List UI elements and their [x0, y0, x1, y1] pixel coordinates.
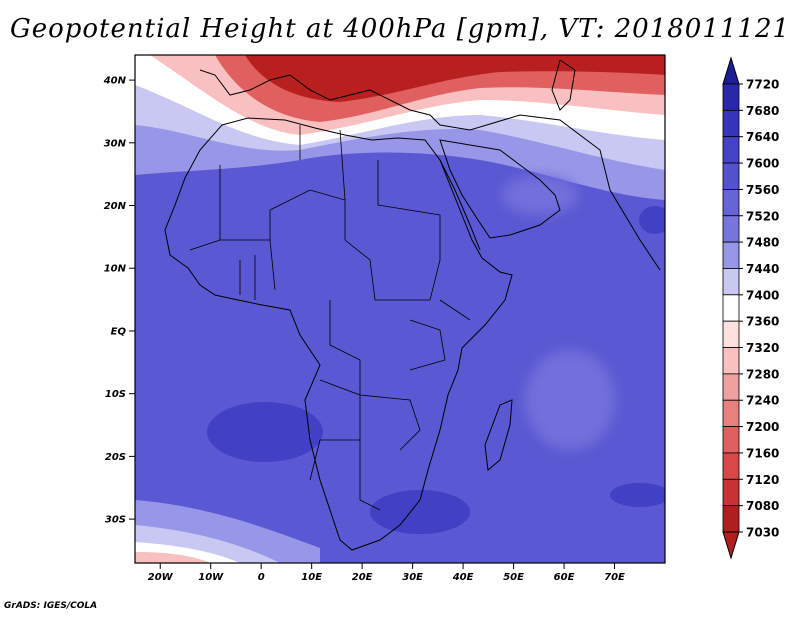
colorbar-level-label: 7280 — [746, 367, 779, 381]
colorbar-level-label: 7320 — [746, 341, 779, 355]
lat-tick-label: 10N — [104, 264, 127, 275]
lon-tick-label: 60E — [554, 572, 575, 583]
field-high-indian — [610, 483, 665, 507]
colorbar-swatch — [722, 136, 740, 164]
colorbar-level-label: 7440 — [746, 262, 779, 276]
red-sea — [439, 159, 481, 251]
madagascar-outline — [484, 399, 513, 471]
colorbar-swatch — [722, 347, 740, 375]
europe-coastline — [199, 69, 661, 271]
africa-coastline — [164, 117, 513, 551]
colorbar-level-label: 7600 — [746, 157, 779, 171]
colorbar-level-label: 7400 — [746, 288, 779, 302]
lon-tick-label: 20E — [352, 572, 373, 583]
lat-tick-label: 20S — [105, 452, 126, 463]
field-high-south-africa — [370, 490, 470, 534]
colorbar-swatch — [722, 478, 740, 507]
map-title: Geopotential Height at 400hPa [gpm], VT:… — [9, 14, 791, 44]
lat-tick-label: 40N — [103, 76, 127, 87]
latitude-axis: 40N 30N 20N 10N EQ 10S 20S 30S — [103, 76, 135, 526]
lon-tick-label: 30E — [402, 572, 423, 583]
lat-tick-label: 30N — [104, 138, 127, 149]
colorbar-swatch — [722, 399, 740, 427]
lon-tick-label: 20W — [148, 572, 174, 583]
colorbar-swatch — [722, 320, 740, 348]
field-south-pink — [135, 552, 210, 563]
colorbar-level-label: 7360 — [746, 315, 779, 329]
colorbar-swatch — [722, 189, 740, 217]
colorbar-level-label: 7200 — [746, 420, 779, 434]
arabia-coastline — [439, 139, 561, 239]
height-field — [135, 55, 665, 563]
field-band-darkred — [230, 55, 665, 102]
colorbar-level-label: 7520 — [746, 209, 779, 223]
lon-tick-label: 70E — [604, 572, 625, 583]
lat-tick-label: 10S — [105, 389, 126, 400]
colorbar-level-label: 7720 — [746, 78, 779, 92]
colorbar-swatch — [722, 83, 740, 111]
colorbar-level-label: 7480 — [746, 236, 779, 250]
lon-tick-label: 10W — [198, 572, 224, 583]
country-borders — [189, 125, 471, 511]
colorbar-level-label: 7640 — [746, 130, 779, 144]
colorbar-swatch — [722, 215, 740, 243]
field-patch-arabia — [502, 175, 578, 215]
colorbar-level-label: 7120 — [746, 473, 779, 487]
colorbar-swatch — [722, 241, 740, 269]
lon-tick-label: 0 — [258, 572, 265, 583]
caspian-outline — [551, 59, 576, 111]
colorbar-swatch — [722, 505, 740, 533]
colorbar-swatch — [722, 162, 740, 190]
colorbar-level-label: 7030 — [746, 526, 779, 540]
lat-tick-label: EQ — [111, 326, 127, 337]
colorbar-level-label: 7560 — [746, 183, 779, 197]
plot-frame — [134, 54, 666, 564]
lat-tick-label: 20N — [104, 201, 127, 212]
colorbar-swatch — [722, 268, 740, 296]
field-high-atlantic — [207, 402, 323, 462]
credit-label: GrADS: IGES/COLA — [4, 601, 98, 611]
colorbar-level-label: 7680 — [746, 104, 779, 118]
field-high-india — [639, 206, 665, 234]
lon-tick-label: 50E — [503, 572, 524, 583]
colorbar: 7720 7680 7640 7600 7560 7520 7480 7440 7400 7360… — [722, 56, 779, 560]
colorbar-swatch — [722, 373, 740, 401]
colorbar-top-arrow — [722, 56, 740, 85]
colorbar-level-label: 7240 — [746, 394, 779, 408]
colorbar-swatch — [722, 109, 740, 138]
coastlines — [164, 59, 661, 551]
colorbar-swatch — [722, 452, 740, 480]
colorbar-swatch — [722, 426, 740, 454]
lat-tick-label: 30S — [105, 515, 126, 526]
lon-tick-label: 40E — [452, 572, 474, 583]
lon-tick-label: 10E — [301, 572, 322, 583]
longitude-axis: 20W 10W 0 10E 20E 30E 40E 50E 60E 70E — [148, 563, 625, 583]
field-patch-indian — [525, 350, 615, 450]
colorbar-bottom-arrow — [722, 531, 740, 560]
colorbar-level-label: 7160 — [746, 446, 779, 460]
colorbar-level-label: 7080 — [746, 499, 779, 513]
colorbar-swatch — [722, 294, 740, 322]
